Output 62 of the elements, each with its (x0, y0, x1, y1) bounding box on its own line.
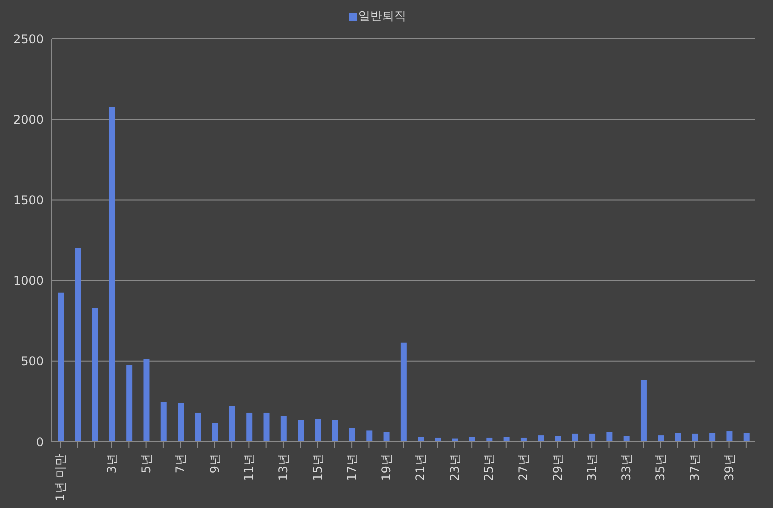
x-tick-label: 35년 (654, 454, 668, 482)
bar (470, 437, 476, 442)
x-tick-label: 21년 (414, 454, 428, 482)
bar (246, 412, 253, 442)
x-tick-label: 9년 (208, 454, 222, 474)
bar (658, 436, 664, 442)
x-tick-label: 27년 (516, 454, 531, 482)
bar (726, 432, 733, 442)
y-tick-label: 2500 (13, 32, 44, 46)
bar (229, 406, 236, 442)
bar (212, 423, 218, 442)
bar (178, 403, 184, 442)
bar (144, 358, 150, 442)
bar (264, 412, 270, 442)
y-tick-label: 1500 (13, 193, 44, 208)
bar (366, 430, 373, 442)
bar (75, 248, 82, 442)
x-tick-label: 5년 (139, 454, 154, 474)
bar (504, 437, 510, 442)
bar (332, 420, 338, 442)
bar (195, 412, 202, 442)
bar (280, 416, 287, 442)
bar (538, 436, 544, 442)
x-tick-label: 13년 (276, 454, 290, 482)
legend-label: 일반퇴직 (358, 8, 406, 25)
bar (400, 342, 407, 442)
bar (160, 402, 167, 442)
bar (315, 419, 322, 442)
bar (640, 380, 647, 442)
bar (92, 308, 98, 442)
x-tick-label: 3년 (105, 454, 120, 474)
bar (710, 433, 716, 442)
bar (418, 437, 424, 442)
x-tick-label: 39년 (722, 454, 736, 482)
x-tick-label: 7년 (174, 454, 188, 474)
y-tick-label: 1000 (13, 274, 44, 288)
x-tick-label: 15년 (310, 454, 325, 482)
y-tick-label: 2000 (13, 112, 44, 127)
bar (126, 365, 133, 442)
bar (109, 108, 116, 442)
bar (349, 428, 356, 442)
x-tick-label: 31년 (585, 454, 600, 482)
x-tick-label: 25년 (482, 454, 496, 482)
y-tick-label: 500 (21, 354, 44, 369)
y-tick-label: 0 (36, 435, 44, 450)
bar (744, 433, 750, 442)
x-tick-label: 33년 (619, 454, 634, 482)
bar (572, 434, 578, 442)
x-tick-label: 37년 (688, 454, 702, 482)
x-tick-label: 19년 (379, 454, 394, 482)
x-tick-label: 11년 (242, 454, 256, 482)
bar (298, 420, 304, 442)
bar (58, 292, 64, 442)
x-tick-label: 23년 (448, 454, 462, 482)
bar (692, 434, 698, 442)
x-tick-label: 17년 (345, 454, 360, 482)
bar (384, 432, 390, 442)
bar (606, 432, 613, 442)
bar (675, 433, 682, 442)
bar (590, 434, 596, 442)
x-tick-label: 29년 (550, 454, 565, 482)
x-tick-label: 1년 미만 (54, 454, 68, 502)
